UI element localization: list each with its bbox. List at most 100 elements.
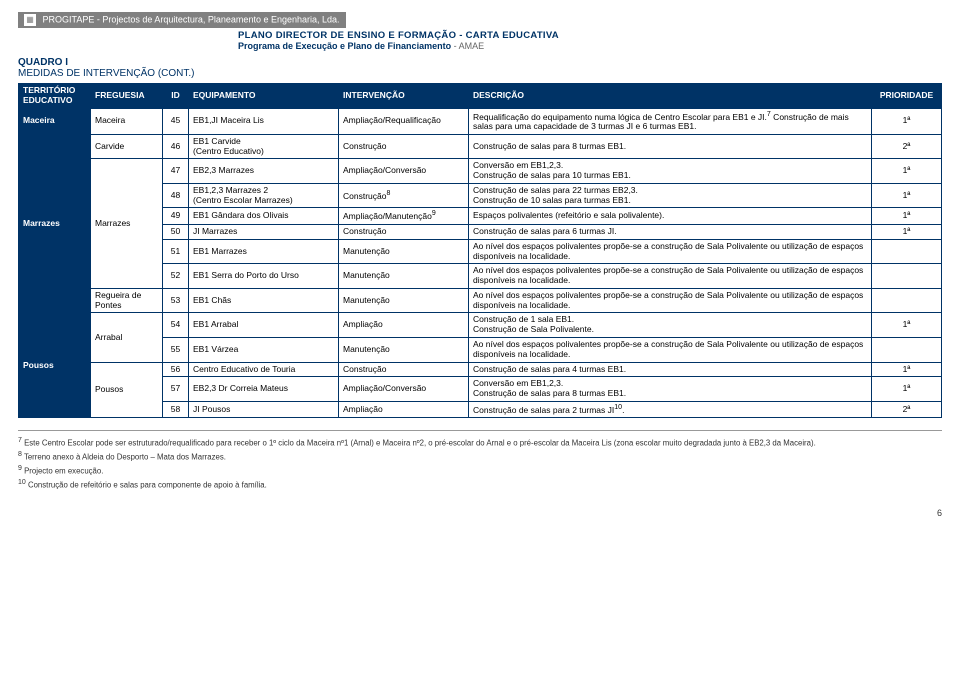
descricao-cell: Conversão em EB1,2,3.Construção de salas… — [469, 159, 872, 184]
col-freguesia: FREGUESIA — [91, 84, 163, 109]
intervencao-cell: Construção — [339, 362, 469, 377]
id-cell: 47 — [163, 159, 189, 184]
col-equipamento: EQUIPAMENTO — [189, 84, 339, 109]
descricao-cell: Requalificação do equipamento numa lógic… — [469, 108, 872, 134]
equipamento-cell: Centro Educativo de Touria — [189, 362, 339, 377]
intervencao-cell: Ampliação/Conversão — [339, 377, 469, 402]
company-name: PROGITAPE - Projectos de Arquitectura, P… — [43, 14, 340, 24]
prioridade-cell: 1ª — [872, 208, 942, 225]
intervencao-cell: Ampliação/Conversão — [339, 159, 469, 184]
descricao-cell: Construção de salas para 8 turmas EB1. — [469, 134, 872, 159]
descricao-cell: Ao nível dos espaços polivalentes propõe… — [469, 239, 872, 264]
page-number: 6 — [18, 508, 942, 518]
equipamento-cell: EB1 Serra do Porto do Urso — [189, 264, 339, 289]
territory-cell: Maceira — [19, 108, 91, 134]
table-row: MaceiraMaceira45EB1,JI Maceira LisAmplia… — [19, 108, 942, 134]
intervencao-cell: Ampliação — [339, 401, 469, 418]
id-cell: 54 — [163, 313, 189, 338]
id-cell: 46 — [163, 134, 189, 159]
footnote-8: 8 Terreno anexo à Aldeia do Desporto – M… — [18, 450, 942, 463]
equipamento-cell: EB1 Carvide(Centro Educativo) — [189, 134, 339, 159]
equipamento-cell: JI Pousos — [189, 401, 339, 418]
table-row: Regueira de Pontes53EB1 ChãsManutençãoAo… — [19, 288, 942, 313]
equipamento-cell: EB1,JI Maceira Lis — [189, 108, 339, 134]
table-row: Pousos56Centro Educativo de TouriaConstr… — [19, 362, 942, 377]
descricao-cell: Construção de 1 sala EB1.Construção de S… — [469, 313, 872, 338]
intervention-table: TERRITÓRIO EDUCATIVO FREGUESIA ID EQUIPA… — [18, 83, 942, 418]
prioridade-cell — [872, 264, 942, 289]
id-cell: 51 — [163, 239, 189, 264]
territory-cell: Marrazes — [19, 134, 91, 313]
table-row: MarrazesCarvide46EB1 Carvide(Centro Educ… — [19, 134, 942, 159]
footnote-7: 7 Este Centro Escolar pode ser estrutura… — [18, 436, 942, 449]
descricao-cell: Espaços polivalentes (refeitório e sala … — [469, 208, 872, 225]
descricao-cell: Construção de salas para 2 turmas JI10. — [469, 401, 872, 418]
id-cell: 56 — [163, 362, 189, 377]
document-header: PLANO DIRECTOR DE ENSINO E FORMAÇÃO - CA… — [238, 30, 942, 51]
id-cell: 49 — [163, 208, 189, 225]
prioridade-cell — [872, 239, 942, 264]
intervencao-cell: Construção — [339, 134, 469, 159]
company-banner: ▦ PROGITAPE - Projectos de Arquitectura,… — [18, 12, 346, 28]
prioridade-cell: 1ª — [872, 159, 942, 184]
prioridade-cell: 1ª — [872, 183, 942, 208]
table-row: Marrazes47EB2,3 MarrazesAmpliação/Conver… — [19, 159, 942, 184]
prioridade-cell — [872, 337, 942, 362]
equipamento-cell: EB1,2,3 Marrazes 2(Centro Escolar Marraz… — [189, 183, 339, 208]
table-header-row: TERRITÓRIO EDUCATIVO FREGUESIA ID EQUIPA… — [19, 84, 942, 109]
id-cell: 48 — [163, 183, 189, 208]
prioridade-cell: 1ª — [872, 313, 942, 338]
equipamento-cell: EB1 Várzea — [189, 337, 339, 362]
freguesia-cell: Marrazes — [91, 159, 163, 288]
col-prioridade: PRIORIDADE — [872, 84, 942, 109]
prioridade-cell — [872, 288, 942, 313]
logo-icon: ▦ — [24, 14, 36, 26]
col-intervencao: INTERVENÇÃO — [339, 84, 469, 109]
id-cell: 57 — [163, 377, 189, 402]
id-cell: 50 — [163, 225, 189, 240]
equipamento-cell: JI Marrazes — [189, 225, 339, 240]
equipamento-cell: EB1 Marrazes — [189, 239, 339, 264]
intervencao-cell: Ampliação/Requalificação — [339, 108, 469, 134]
equipamento-cell: EB1 Chãs — [189, 288, 339, 313]
footnotes: 7 Este Centro Escolar pode ser estrutura… — [18, 430, 942, 490]
descricao-cell: Ao nível dos espaços polivalentes propõe… — [469, 288, 872, 313]
intervencao-cell: Manutenção — [339, 264, 469, 289]
intervencao-cell: Construção8 — [339, 183, 469, 208]
equipamento-cell: EB2,3 Marrazes — [189, 159, 339, 184]
prioridade-cell: 2ª — [872, 401, 942, 418]
descricao-cell: Ao nível dos espaços polivalentes propõe… — [469, 337, 872, 362]
freguesia-cell: Pousos — [91, 362, 163, 418]
col-territorio: TERRITÓRIO EDUCATIVO — [19, 84, 91, 109]
prioridade-cell: 1ª — [872, 362, 942, 377]
prioridade-cell: 1ª — [872, 377, 942, 402]
id-cell: 55 — [163, 337, 189, 362]
descricao-cell: Conversão em EB1,2,3.Construção de salas… — [469, 377, 872, 402]
prioridade-cell: 1ª — [872, 225, 942, 240]
footnote-9: 9 Projecto em execução. — [18, 464, 942, 477]
intervencao-cell: Ampliação — [339, 313, 469, 338]
equipamento-cell: EB1 Arrabal — [189, 313, 339, 338]
equipamento-cell: EB2,3 Dr Correia Mateus — [189, 377, 339, 402]
intervencao-cell: Manutenção — [339, 337, 469, 362]
col-descricao: DESCRIÇÃO — [469, 84, 872, 109]
id-cell: 45 — [163, 108, 189, 134]
intervencao-cell: Ampliação/Manutenção9 — [339, 208, 469, 225]
quadro-number: QUADRO I — [18, 57, 942, 68]
quadro-subtitle: MEDIDAS DE INTERVENÇÃO (CONT.) — [18, 68, 942, 79]
intervencao-cell: Manutenção — [339, 288, 469, 313]
prioridade-cell: 2ª — [872, 134, 942, 159]
id-cell: 52 — [163, 264, 189, 289]
prioridade-cell: 1ª — [872, 108, 942, 134]
descricao-cell: Construção de salas para 4 turmas EB1. — [469, 362, 872, 377]
territory-cell: Pousos — [19, 313, 91, 418]
freguesia-cell: Maceira — [91, 108, 163, 134]
header-title: PLANO DIRECTOR DE ENSINO E FORMAÇÃO - CA… — [238, 30, 942, 41]
id-cell: 58 — [163, 401, 189, 418]
equipamento-cell: EB1 Gândara dos Olivais — [189, 208, 339, 225]
intervencao-cell: Manutenção — [339, 239, 469, 264]
footnote-10: 10 Construção de refeitório e salas para… — [18, 478, 942, 491]
descricao-cell: Construção de salas para 6 turmas JI. — [469, 225, 872, 240]
freguesia-cell: Carvide — [91, 134, 163, 159]
col-id: ID — [163, 84, 189, 109]
